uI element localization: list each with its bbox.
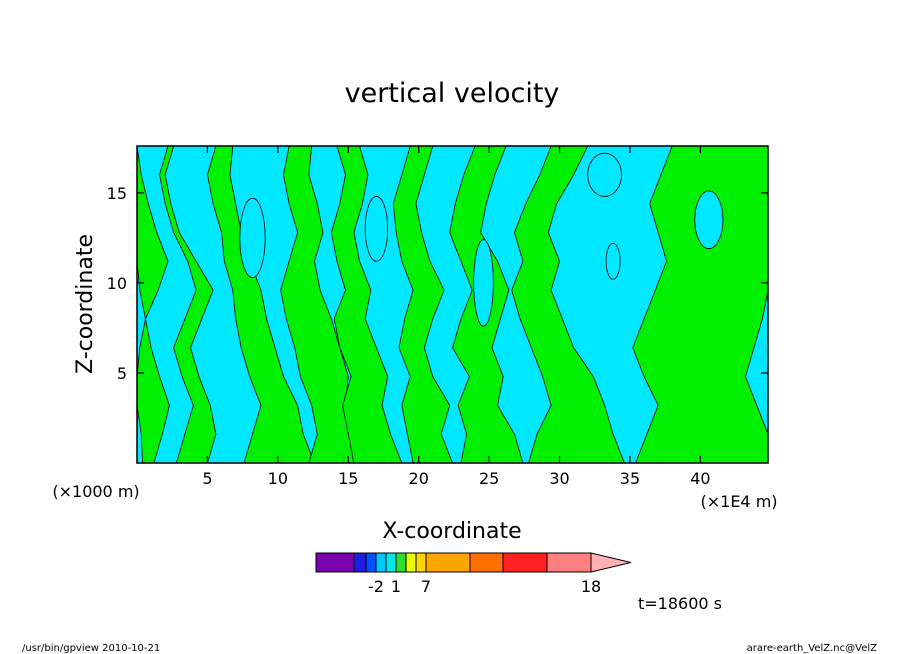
- contour-fills: [136, 145, 769, 464]
- colorbar-swatch: [502, 552, 548, 573]
- negative-velocity-patch: [587, 152, 622, 197]
- chart-title: vertical velocity: [345, 78, 560, 109]
- colorbar-swatch: [425, 552, 471, 573]
- y-axis-label: Z-coordinate: [73, 234, 98, 374]
- x-tick-label: 25: [479, 469, 499, 488]
- colorbar-swatch: [353, 552, 367, 573]
- x-tick-label: 20: [409, 469, 429, 488]
- x-tick-label: 15: [338, 469, 358, 488]
- x-axis-label: X-coordinate: [382, 519, 521, 544]
- negative-velocity-patch: [364, 196, 389, 262]
- colorbar-swatch: [546, 552, 592, 573]
- y-tick-label: 5: [117, 364, 127, 383]
- colorbar: -2 1 7 18: [315, 552, 632, 596]
- colorbar-swatch: [375, 552, 387, 573]
- time-label: t=18600 s: [638, 594, 722, 613]
- colorbar-swatch: [385, 552, 397, 573]
- negative-velocity-patch: [239, 197, 266, 278]
- x-unit-label: (×1E4 m): [700, 492, 777, 511]
- plot-frame: [136, 145, 769, 464]
- negative-velocity-patch: [605, 242, 621, 280]
- colorbar-swatch: [469, 552, 504, 573]
- x-tick-label: 40: [690, 469, 710, 488]
- x-tick-label: 30: [549, 469, 569, 488]
- x-tick-label: 35: [620, 469, 640, 488]
- x-axis: 5 10 15 20 25 30 35 40: [202, 146, 711, 488]
- colorbar-swatch: [405, 552, 417, 573]
- footer-right: arare-earth_VelZ.nc@VelZ: [747, 643, 878, 654]
- y-unit-label: (×1000 m): [52, 482, 139, 501]
- x-tick-label: 10: [268, 469, 288, 488]
- plot-area: [136, 145, 769, 464]
- positive-velocity-region: [136, 145, 170, 464]
- negative-velocity-patch: [694, 190, 724, 250]
- colorbar-swatch: [315, 552, 355, 573]
- colorbar-label: 18: [581, 577, 601, 596]
- y-tick-label: 15: [107, 184, 127, 203]
- colorbar-swatch: [415, 552, 427, 573]
- footer-left: /usr/bin/gpview 2010-10-21: [22, 643, 160, 654]
- x-tick-label: 5: [202, 469, 212, 488]
- colorbar-label: -2: [368, 577, 384, 596]
- colorbar-swatch: [365, 552, 377, 573]
- colorbar-swatch: [395, 552, 407, 573]
- y-tick-label: 10: [107, 274, 127, 293]
- colorbar-label: 7: [421, 577, 431, 596]
- colorbar-label: 1: [391, 577, 401, 596]
- colorbar-extend-arrow: [590, 552, 632, 573]
- y-axis: 5 10 15: [107, 184, 768, 383]
- negative-velocity-patch: [473, 239, 494, 327]
